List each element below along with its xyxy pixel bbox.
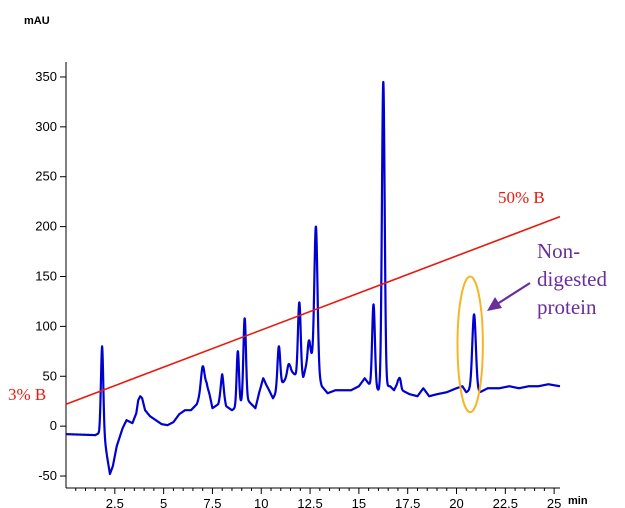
x-tick-label: 7.5 (203, 496, 221, 508)
y-tick-label: 150 (35, 268, 57, 283)
x-tick-label: 22.5 (493, 496, 518, 508)
x-tick-label: 20 (449, 496, 463, 508)
callout-arrow-head (487, 297, 502, 311)
y-tick-label: 0 (50, 418, 57, 433)
x-tick-label: 25 (547, 496, 561, 508)
callout-text-line: digested (537, 267, 607, 291)
y-tick-label: 300 (35, 119, 57, 134)
callout-text-line: Non- (537, 239, 580, 263)
callout-text-line: protein (537, 295, 597, 319)
x-tick-label: 2.5 (106, 496, 124, 508)
gradient-line (65, 215, 561, 405)
x-tick-label: 10 (254, 496, 268, 508)
x-tick-label: 15 (352, 496, 366, 508)
x-tick-label: 12.5 (297, 496, 322, 508)
x-tick-label: 5 (160, 496, 167, 508)
gradient-end-label: 50% B (498, 188, 545, 207)
plot-area (65, 80, 561, 476)
callout-arrow-line (493, 282, 531, 307)
x-tick-label: 17.5 (395, 496, 420, 508)
signal-trace (65, 80, 561, 476)
y-axis-unit-label: mAU (24, 15, 50, 27)
gradient-start-label: 3% B (8, 385, 46, 404)
y-tick-label: -50 (38, 468, 57, 483)
x-axis-unit-label: min (568, 495, 588, 507)
peak-highlight-ellipse (456, 275, 484, 414)
y-tick-label: 200 (35, 219, 57, 234)
annotations: 3% B 50% B Non-digested protein (8, 188, 607, 414)
y-tick-label: 100 (35, 318, 57, 333)
x-axis: 2.5 5 7.5 10 12.5 15 17.5 20 22.5 25 (66, 487, 561, 508)
y-tick-label: 350 (35, 69, 57, 84)
y-axis: -50 0 50 100 150 200 250 300 350 (35, 62, 67, 488)
y-tick-label: 50 (43, 368, 57, 383)
y-tick-label: 250 (35, 169, 57, 184)
